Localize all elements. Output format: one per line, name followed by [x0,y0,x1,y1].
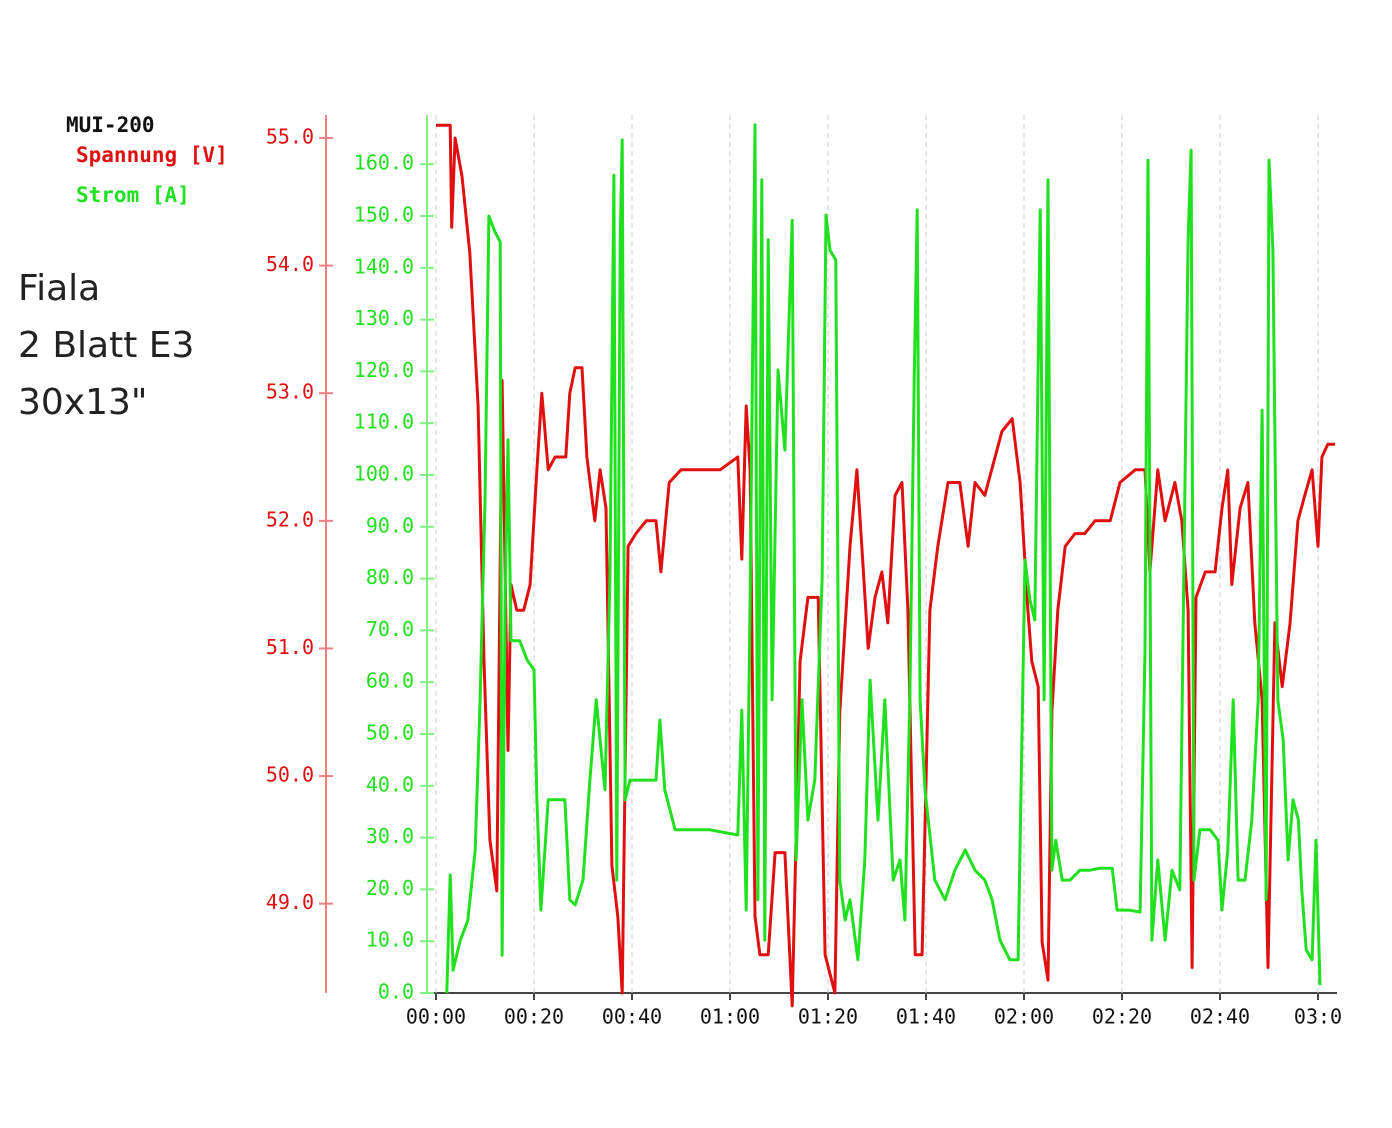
y2-tick-label: 80.0 [366,565,414,589]
x-tick-label: 03:0 [1294,1005,1342,1029]
y2-tick-label: 40.0 [366,772,414,796]
y2-tick-label: 10.0 [366,928,414,952]
y2-tick-label: 60.0 [366,669,414,693]
series-line [436,123,1336,1008]
y-tick-label: 50.0 [266,763,314,787]
x-tick-label: 02:40 [1190,1005,1250,1029]
x-tick-label: 01:00 [700,1005,760,1029]
legend-entry: Spannung [V] [76,143,228,167]
series-line [445,123,1322,994]
legend-title: MUI-200 [66,113,155,137]
y-tick-label: 53.0 [266,380,314,404]
y-tick-label: 54.0 [266,252,314,276]
x-tick-label: 02:20 [1092,1005,1152,1029]
y2-tick-label: 30.0 [366,824,414,848]
y2-tick-label: 110.0 [354,410,414,434]
y-tick-label: 49.0 [266,890,314,914]
y2-tick-label: 130.0 [354,306,414,330]
y2-tick-label: 140.0 [354,254,414,278]
x-tick-label: 00:00 [406,1005,466,1029]
y2-tick-label: 20.0 [366,876,414,900]
legend-entry: Strom [A] [76,183,190,207]
y-tick-label: 51.0 [266,635,314,659]
x-tick-label: 00:20 [504,1005,564,1029]
y-tick-label: 55.0 [266,124,314,148]
annotation: Fiala [18,268,100,309]
y2-tick-label: 0.0 [378,980,414,1004]
y2-tick-label: 90.0 [366,513,414,537]
x-tick-label: 01:20 [798,1005,858,1029]
x-tick-label: 00:40 [602,1005,662,1029]
x-tick-label: 02:00 [994,1005,1054,1029]
y2-tick-label: 120.0 [354,358,414,382]
x-tick-label: 01:40 [896,1005,956,1029]
y2-tick-label: 50.0 [366,721,414,745]
y2-tick-label: 150.0 [354,203,414,227]
y2-tick-label: 160.0 [354,151,414,175]
y-tick-label: 52.0 [266,507,314,531]
y2-tick-label: 100.0 [354,462,414,486]
y2-tick-label: 70.0 [366,617,414,641]
annotation: 30x13" [18,382,147,423]
annotation: 2 Blatt E3 [18,325,194,366]
